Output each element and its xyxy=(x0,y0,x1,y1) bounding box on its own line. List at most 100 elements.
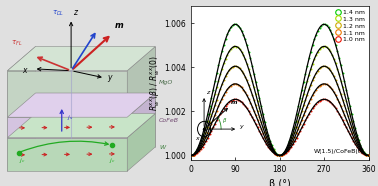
Point xyxy=(313,72,319,75)
Point xyxy=(335,67,341,70)
Point xyxy=(322,82,328,85)
Point xyxy=(336,57,342,60)
Point xyxy=(223,104,229,107)
Point xyxy=(308,50,314,53)
Point xyxy=(258,133,264,136)
Point xyxy=(212,80,218,83)
Point xyxy=(200,137,206,140)
Point xyxy=(271,148,277,151)
Point xyxy=(302,98,308,101)
Polygon shape xyxy=(8,117,127,138)
Point xyxy=(219,50,225,53)
Point xyxy=(311,91,318,94)
Point xyxy=(340,86,346,89)
Point xyxy=(333,79,339,82)
Point xyxy=(231,82,237,85)
Point xyxy=(340,119,346,122)
Point xyxy=(294,126,300,129)
Point xyxy=(189,154,195,157)
Point xyxy=(260,120,266,123)
Point xyxy=(281,151,287,154)
Point xyxy=(347,120,353,123)
Point xyxy=(233,45,239,48)
Point xyxy=(340,109,346,112)
Point xyxy=(200,143,206,146)
Point xyxy=(260,132,266,134)
Point xyxy=(354,143,360,146)
Point xyxy=(358,150,364,153)
Point xyxy=(269,146,275,149)
Point xyxy=(343,118,349,121)
Point xyxy=(341,80,347,83)
Point xyxy=(210,99,216,102)
Point xyxy=(306,57,312,60)
Point xyxy=(335,109,341,112)
Point xyxy=(203,126,209,129)
Point xyxy=(318,65,324,68)
Point xyxy=(215,116,222,118)
Point xyxy=(194,148,200,151)
Point xyxy=(251,119,257,122)
Point xyxy=(248,73,254,76)
Point xyxy=(260,113,266,116)
Point xyxy=(302,72,308,75)
Point xyxy=(242,104,248,107)
Point xyxy=(308,110,314,113)
Point xyxy=(347,104,353,107)
Point xyxy=(317,84,323,87)
Point xyxy=(308,68,314,70)
Point xyxy=(308,83,314,86)
Point xyxy=(233,98,239,101)
Point xyxy=(285,146,291,149)
Point xyxy=(194,151,200,154)
Point xyxy=(324,46,330,49)
Point xyxy=(233,65,239,68)
Text: $\tau_{DL}$: $\tau_{DL}$ xyxy=(53,9,65,18)
Point xyxy=(304,79,310,82)
Point xyxy=(233,82,239,85)
Point xyxy=(322,98,328,101)
Point xyxy=(336,112,342,115)
Point xyxy=(320,98,326,101)
Point xyxy=(260,126,266,129)
Point xyxy=(225,102,231,105)
Point xyxy=(240,102,246,105)
Point xyxy=(225,33,231,36)
Point xyxy=(208,115,214,118)
Point xyxy=(299,100,305,102)
Point xyxy=(317,99,323,102)
Point xyxy=(364,154,370,157)
Text: x: x xyxy=(22,65,27,75)
Point xyxy=(198,141,204,144)
Polygon shape xyxy=(8,71,127,117)
Point xyxy=(274,153,280,156)
Point xyxy=(331,91,337,94)
Point xyxy=(285,144,291,147)
Point xyxy=(246,68,252,70)
Point xyxy=(265,140,271,143)
Point xyxy=(237,84,243,87)
Point xyxy=(214,119,220,122)
Point xyxy=(318,98,324,101)
Point xyxy=(217,112,223,115)
Point xyxy=(189,154,195,157)
Point xyxy=(200,145,206,148)
Point xyxy=(317,26,323,29)
Y-axis label: $R_w^{xx}(\beta)\ /\ R_w^{xx}(0)$: $R_w^{xx}(\beta)\ /\ R_w^{xx}(0)$ xyxy=(148,55,161,110)
Point xyxy=(358,145,364,148)
Point xyxy=(254,89,260,92)
Point xyxy=(352,127,358,130)
Point xyxy=(192,151,198,154)
Point xyxy=(290,142,296,145)
Point xyxy=(263,132,270,135)
Point xyxy=(279,153,285,156)
Point xyxy=(235,83,241,86)
Polygon shape xyxy=(8,46,155,71)
Point xyxy=(196,147,202,150)
Point xyxy=(359,148,365,151)
Point xyxy=(343,88,349,91)
Point xyxy=(267,144,273,147)
Point xyxy=(246,110,252,113)
Point xyxy=(359,150,365,153)
Point xyxy=(228,47,234,50)
